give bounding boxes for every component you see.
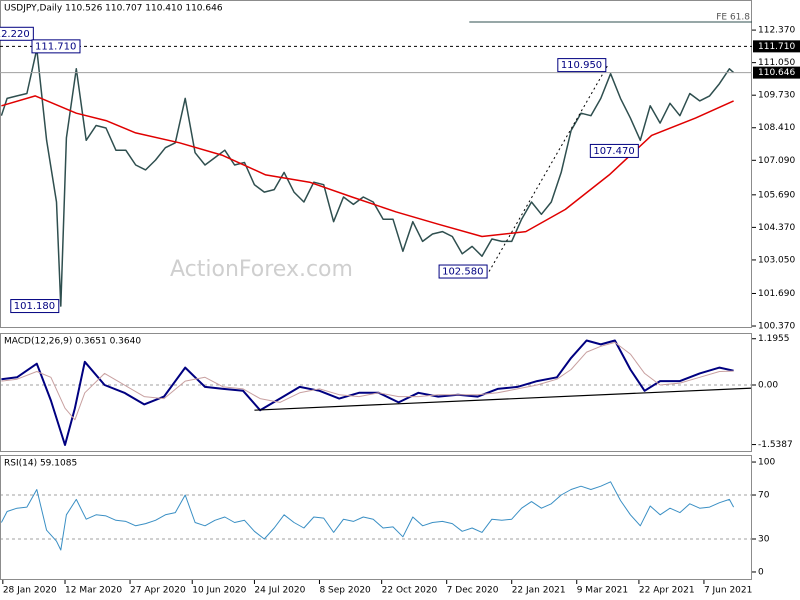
y-tick-label: 109.730 — [758, 91, 795, 101]
y-tick-label: 103.050 — [758, 255, 795, 265]
x-tick-label: 24 Jul 2020 — [254, 586, 305, 596]
x-tick-label: 12 Mar 2020 — [65, 586, 122, 596]
y-tick-label: 104.370 — [758, 223, 795, 233]
panel-frame — [0, 455, 752, 580]
annotation-box — [31, 39, 81, 54]
y-tick-label: 30 — [758, 534, 770, 544]
y-tick-label: 105.690 — [758, 190, 795, 200]
x-tick-label: 7 Dec 2020 — [447, 586, 499, 596]
series-line — [1, 339, 734, 446]
series-line — [0, 481, 735, 551]
annotation-label: 110.950 — [561, 60, 602, 71]
panel-frame — [0, 333, 752, 452]
y-tick-label: 111.050 — [758, 58, 795, 68]
panel — [0, 48, 735, 307]
annotation-label: 111.710 — [35, 41, 76, 52]
y-tick-label: 108.410 — [758, 123, 795, 133]
annotation-label: 102.580 — [442, 267, 483, 278]
panel-title: RSI(14) 59.1085 — [4, 459, 77, 469]
annotation-label: 112.220 — [0, 29, 30, 40]
panel-title: USDJPY,Daily 110.526 110.707 110.410 110… — [4, 4, 223, 14]
x-tick-label: 7 Jun 2021 — [704, 586, 752, 596]
panel-title: MACD(12,26,9) 0.3651 0.3640 — [4, 337, 141, 347]
x-tick-label: 22 Oct 2020 — [382, 586, 438, 596]
y-tick-label: -1.5387 — [758, 440, 793, 450]
level-label: FE 61.8 — [716, 12, 750, 22]
x-tick-label: 8 Sep 2020 — [319, 586, 371, 596]
x-tick-label: 22 Apr 2021 — [639, 586, 695, 596]
annotation-box — [557, 58, 607, 73]
series-line — [1, 341, 734, 421]
trendline — [254, 387, 752, 411]
panel — [0, 339, 752, 446]
annotation-label: 107.470 — [593, 146, 634, 157]
series-line — [0, 48, 735, 307]
annotation-box — [10, 299, 60, 314]
series-line — [1, 95, 734, 238]
level-label: 110.646 — [758, 68, 795, 78]
x-tick-label: 22 Jan 2021 — [512, 586, 566, 596]
y-tick-label: 100.370 — [758, 322, 795, 332]
annotation-label: 101.180 — [14, 301, 55, 312]
watermark: ActionForex.com — [170, 257, 353, 282]
level-box — [753, 66, 800, 79]
y-tick-label: 101.690 — [758, 289, 795, 299]
y-tick-label: 100 — [758, 458, 775, 468]
annotation-box — [589, 143, 639, 158]
x-tick-label: 10 Jun 2020 — [192, 586, 246, 596]
annotation-box — [0, 26, 34, 41]
level-box — [753, 40, 800, 53]
y-tick-label: 0 — [758, 567, 764, 577]
panel — [0, 481, 752, 551]
annotation-box — [438, 264, 488, 279]
y-tick-label: 112.370 — [758, 26, 795, 36]
y-tick-label: 107.090 — [758, 156, 795, 166]
y-tick-label: 70 — [758, 491, 770, 501]
y-tick-label: 1.1955 — [758, 334, 790, 344]
level-label: 111.710 — [758, 42, 795, 52]
panel-frame — [0, 0, 752, 328]
y-tick-label: 0.00 — [758, 381, 778, 391]
x-tick-label: 28 Jan 2020 — [3, 586, 57, 596]
x-tick-label: 27 Apr 2020 — [130, 586, 186, 596]
x-tick-label: 9 Mar 2021 — [577, 586, 628, 596]
